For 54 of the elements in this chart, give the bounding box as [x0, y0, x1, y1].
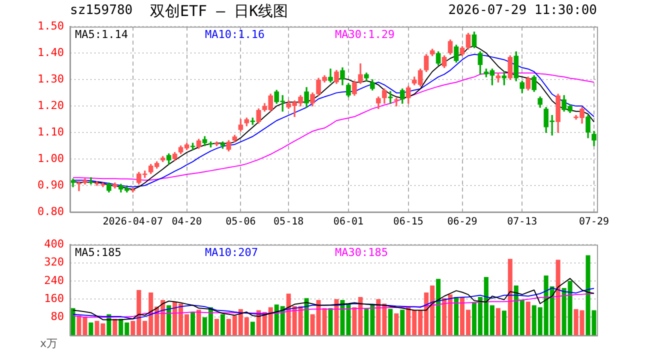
text: MA5:185 [75, 246, 122, 259]
bar [328, 308, 333, 336]
bar [190, 312, 196, 336]
bar [334, 299, 339, 336]
x-tick-label: 06-29 [447, 216, 478, 228]
x-tick-label: 04-20 [172, 216, 202, 228]
y-tick-label: 1.30 [38, 72, 64, 86]
bar [556, 260, 560, 336]
bar [508, 258, 512, 336]
y-tick-label: 0.80 [38, 204, 64, 218]
bar [526, 302, 530, 336]
text: MA30:185 [335, 246, 388, 259]
bar [454, 297, 459, 336]
bar [304, 298, 309, 336]
x-tick-label: 06-15 [393, 216, 424, 228]
x-tick-label: 07-13 [507, 216, 538, 228]
text: 2026-07-29 11:30:00 [448, 3, 597, 18]
bar [436, 278, 441, 336]
y-tick-label: 160 [44, 292, 64, 305]
text: MA5:1.14 [75, 28, 128, 41]
y-tick-label: 1.00 [38, 152, 64, 165]
bar [250, 322, 255, 336]
y-tick-label: 1.50 [38, 19, 64, 32]
bar [400, 310, 405, 336]
bar [388, 308, 393, 336]
text: x万 [40, 336, 58, 351]
y-tick-label: 320 [44, 256, 64, 269]
text: MA10:1.16 [205, 28, 265, 41]
bar [220, 314, 225, 336]
x-tick-label: 05-06 [226, 216, 256, 228]
bar [196, 310, 201, 336]
y-tick-label: 80 [50, 310, 64, 324]
text: MA30:1.29 [335, 28, 395, 41]
x-tick-label: 07-29 [578, 216, 610, 228]
x-tick-label: 2026-04-07 [102, 216, 163, 228]
bar [496, 308, 500, 336]
y-tick-label: 1.40 [38, 46, 64, 59]
bar [394, 313, 399, 336]
chart-title: 双创ETF — 日K线图 [150, 2, 288, 21]
x-tick-label: 06-01 [333, 216, 364, 228]
bar [502, 310, 506, 336]
x-tick-label: 05-18 [274, 216, 304, 228]
bar [214, 318, 219, 336]
bar [166, 305, 172, 336]
y-tick-label: 0.90 [38, 178, 64, 192]
bar [88, 322, 94, 336]
text: MA10:207 [205, 246, 258, 259]
candlestick [88, 177, 94, 185]
chart-subtitle: sz159780 [70, 3, 133, 18]
bar [112, 318, 118, 336]
y-tick-label: 1.10 [38, 125, 64, 138]
y-tick-label: 1.20 [38, 98, 64, 112]
y-tick-label: 400 [44, 237, 64, 250]
y-tick-label: 240 [44, 274, 64, 287]
